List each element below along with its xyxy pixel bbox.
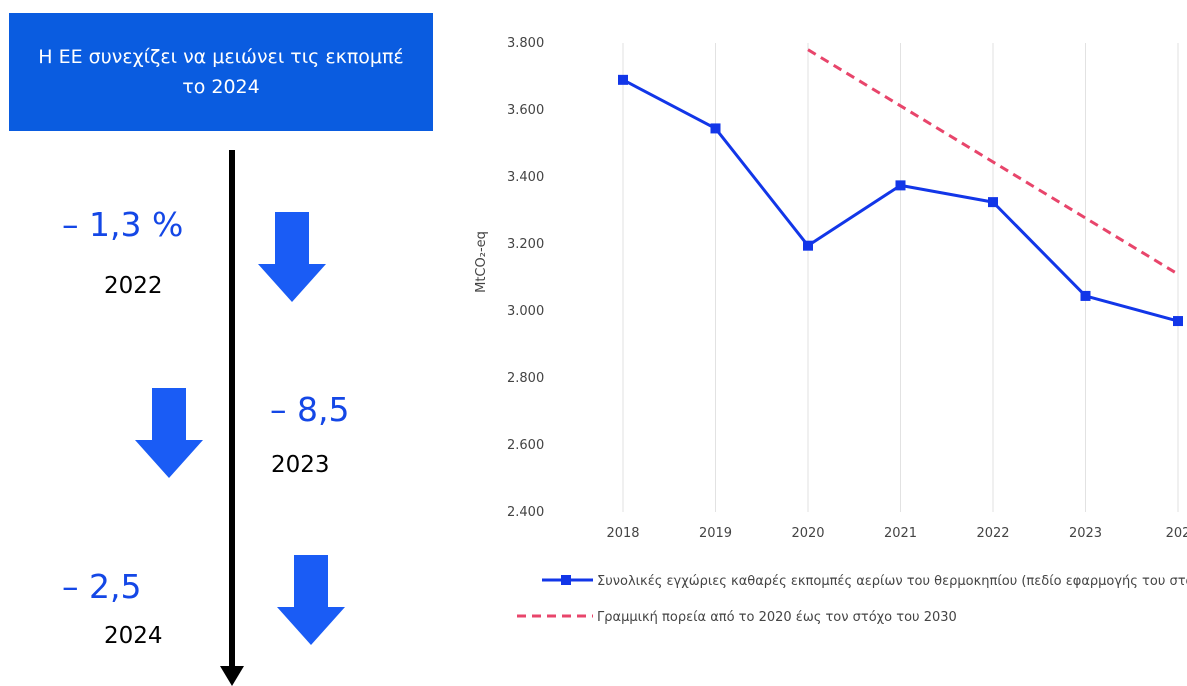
headline-banner: Η ΕΕ συνεχίζει να μειώνει τις εκπομπέ το… bbox=[9, 13, 433, 131]
x-tick-label: 2019 bbox=[699, 526, 732, 541]
y-tick-label: 3.200 bbox=[507, 237, 544, 252]
y-tick-label: 3.400 bbox=[507, 170, 544, 185]
x-tick-label: 2023 bbox=[1069, 526, 1102, 541]
timeline-arrowhead bbox=[220, 666, 244, 686]
legend-marker bbox=[561, 575, 571, 585]
y-tick-label: 3.600 bbox=[507, 103, 544, 118]
y-tick-label: 3.800 bbox=[507, 36, 544, 51]
y-tick-label: 2.800 bbox=[507, 371, 544, 386]
y-tick-label: 2.600 bbox=[507, 438, 544, 453]
down-arrow-icon bbox=[258, 212, 326, 302]
x-tick-label: 202 bbox=[1166, 526, 1187, 541]
data-point bbox=[618, 74, 628, 85]
legend-label: Γραμμική πορεία από το 2020 έως τον στόχ… bbox=[597, 610, 957, 625]
data-point bbox=[1080, 290, 1091, 301]
data-point bbox=[1173, 316, 1183, 327]
data-point bbox=[803, 240, 813, 251]
x-tick-label: 2022 bbox=[976, 526, 1009, 541]
change-2024: – 2,5 bbox=[62, 567, 142, 606]
timeline-axis bbox=[229, 150, 235, 672]
headline-line-2: το 2024 bbox=[182, 76, 260, 98]
headline-line-1: Η ΕΕ συνεχίζει να μειώνει τις εκπομπέ bbox=[38, 46, 404, 68]
x-tick-label: 2020 bbox=[791, 526, 824, 541]
x-tick-label: 2021 bbox=[884, 526, 917, 541]
data-point bbox=[988, 197, 998, 208]
series-line bbox=[807, 48, 1179, 276]
change-2022: – 1,3 % bbox=[62, 205, 184, 244]
x-tick-label: 2018 bbox=[606, 526, 639, 541]
y-axis-label: MtCO₂-eq bbox=[474, 231, 489, 293]
year-2024: 2024 bbox=[104, 623, 163, 649]
data-point bbox=[895, 180, 906, 191]
data-point bbox=[710, 123, 721, 134]
down-arrow-icon bbox=[135, 388, 203, 478]
emissions-line-chart: 2.400 2.600 2.800 3.000 3.200 3.400 3.600 3.800… bbox=[474, 36, 1187, 625]
year-2023: 2023 bbox=[271, 452, 330, 478]
y-tick-label: 3.000 bbox=[507, 304, 544, 319]
year-2022: 2022 bbox=[104, 273, 163, 299]
y-tick-label: 2.400 bbox=[507, 505, 544, 520]
change-2023: – 8,5 bbox=[270, 390, 350, 429]
legend-label: Συνολικές εγχώριες καθαρές εκπομπές αερί… bbox=[597, 574, 1187, 589]
down-arrow-icon bbox=[277, 555, 345, 645]
